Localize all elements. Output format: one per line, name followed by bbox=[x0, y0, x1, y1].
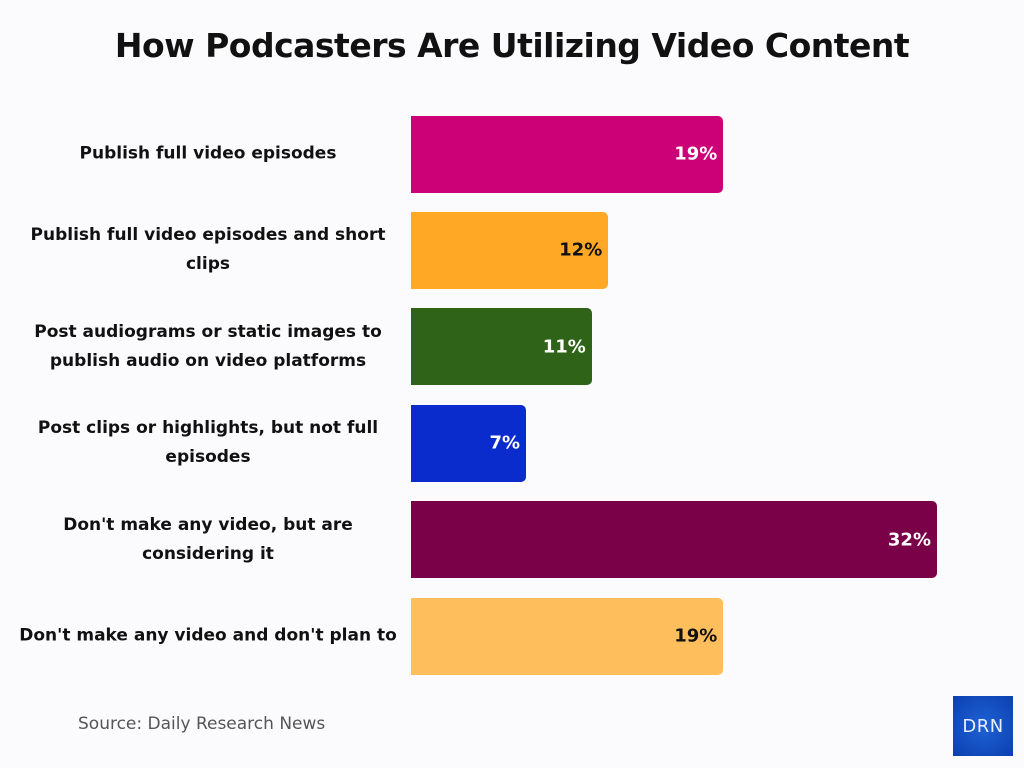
category-label: Publish full video episodes and short cl… bbox=[30, 225, 386, 275]
bar bbox=[411, 404, 527, 482]
data-label: 19% bbox=[674, 143, 718, 165]
data-label: 12% bbox=[559, 239, 603, 261]
data-label: 7% bbox=[489, 432, 521, 454]
bar bbox=[411, 501, 937, 579]
drn-logo: DRN bbox=[953, 696, 1013, 756]
data-label: 19% bbox=[674, 625, 718, 647]
bar bbox=[411, 597, 724, 675]
category-label: Post audiograms or static images to publ… bbox=[34, 321, 382, 371]
chart-title: How Podcasters Are Utilizing Video Conte… bbox=[114, 26, 910, 65]
category-label: Post clips or highlights, but not full e… bbox=[37, 418, 379, 468]
bar bbox=[411, 115, 724, 193]
category-label: Don't make any video and don't plan to bbox=[19, 625, 397, 646]
source-note: Source: Daily Research News bbox=[78, 714, 326, 734]
bar bbox=[411, 308, 592, 386]
bar bbox=[411, 211, 609, 289]
data-label: 32% bbox=[887, 529, 931, 551]
category-label: Publish full video episodes bbox=[79, 143, 337, 164]
category-label: Don't make any video, but are considerin… bbox=[63, 514, 353, 564]
data-label: 11% bbox=[542, 336, 586, 358]
